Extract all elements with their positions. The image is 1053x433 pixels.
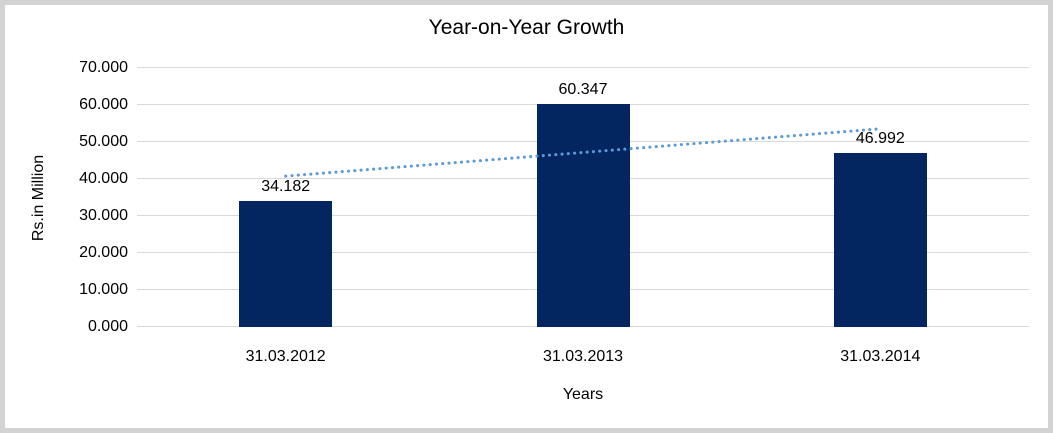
bar [239, 200, 333, 327]
y-axis-title: Rs.in Million [30, 154, 47, 242]
y-tick-label: 40.000 [79, 170, 128, 187]
bar-value-label: 46.992 [855, 130, 905, 148]
x-tick-label: 31.03.2014 [840, 348, 921, 365]
x-tick-label: 31.03.2013 [542, 348, 624, 365]
trendline [284, 127, 882, 178]
bar [536, 103, 630, 327]
bar-value-label: 34.182 [261, 177, 311, 195]
y-tick-label: 50.000 [79, 133, 128, 150]
y-tick-label: 30.000 [79, 207, 128, 224]
x-axis-title: Years [562, 386, 604, 403]
y-tick-label: 60.000 [79, 96, 128, 113]
bar-value-label: 60.347 [558, 80, 608, 98]
y-tick-label: 0.000 [87, 318, 128, 335]
x-tick-label: 31.03.2012 [245, 348, 326, 365]
y-tick-label: 20.000 [79, 244, 128, 261]
y-tick-label: 70.000 [79, 59, 128, 76]
bar [833, 153, 927, 327]
y-tick-label: 10.000 [79, 281, 128, 298]
chart-title: Year-on-Year Growth [428, 16, 625, 39]
gridline [137, 67, 1029, 68]
